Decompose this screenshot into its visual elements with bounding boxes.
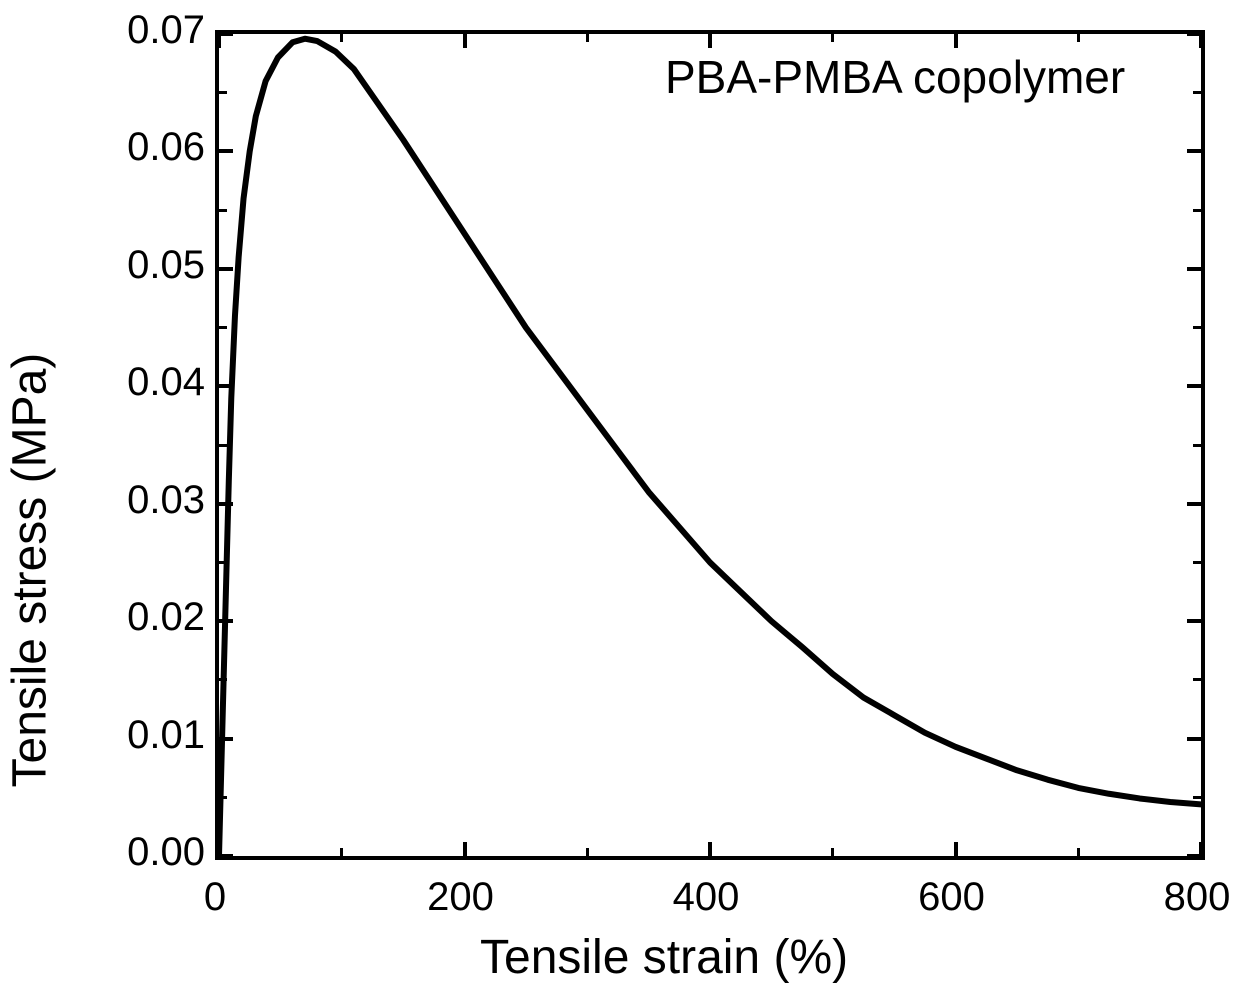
x-tick-label: 200 [427,875,494,920]
tick-mark [219,267,233,271]
tick-mark [708,34,712,48]
tick-mark [219,737,233,741]
tick-mark [1193,326,1201,329]
tick-mark [586,34,589,42]
tick-mark [586,848,589,856]
tick-mark [1193,209,1201,212]
tick-mark [831,848,834,856]
x-tick-label: 0 [204,875,226,920]
tick-mark [1193,796,1201,799]
series-label: PBA-PMBA copolymer [665,50,1125,104]
tick-mark [1187,267,1201,271]
tick-mark [1187,502,1201,506]
tick-mark [1193,91,1201,94]
x-tick-label: 800 [1164,875,1231,920]
tick-mark [1187,149,1201,153]
tick-mark [219,444,227,447]
tick-mark [1187,619,1201,623]
tick-mark [831,34,834,42]
y-tick-label: 0.05 [65,243,205,288]
tick-mark [340,34,343,42]
tick-mark [219,502,233,506]
tick-mark [1199,34,1203,48]
tick-mark [219,384,233,388]
tick-mark [954,34,958,48]
tick-mark [1199,842,1203,856]
tick-mark [708,842,712,856]
tick-mark [219,678,227,681]
tick-mark [219,326,227,329]
tick-mark [463,842,467,856]
tick-mark [217,842,221,856]
tick-mark [463,34,467,48]
tick-mark [1187,737,1201,741]
stress-strain-chart: Tensile stress (MPa) Tensile strain (%) … [0,0,1240,993]
x-tick-label: 600 [918,875,985,920]
y-tick-label: 0.01 [65,713,205,758]
plot-area [215,30,1205,860]
tick-mark [1187,384,1201,388]
tick-mark [1077,34,1080,42]
tick-mark [1193,678,1201,681]
tick-mark [219,149,233,153]
x-axis-label: Tensile strain (%) [480,930,848,985]
tick-mark [340,848,343,856]
tick-mark [219,209,227,212]
tick-mark [219,854,233,858]
y-axis-label: Tensile stress (MPa) [3,353,58,788]
tick-mark [219,91,227,94]
tick-mark [1193,444,1201,447]
y-tick-label: 0.07 [65,8,205,53]
data-curve [219,34,1201,856]
tick-mark [954,842,958,856]
y-tick-label: 0.04 [65,360,205,405]
tick-mark [1077,848,1080,856]
y-tick-label: 0.00 [65,830,205,875]
y-tick-label: 0.06 [65,125,205,170]
tick-mark [219,796,227,799]
tick-mark [219,561,227,564]
y-tick-label: 0.02 [65,595,205,640]
tick-mark [217,34,221,48]
x-tick-label: 400 [673,875,740,920]
y-tick-label: 0.03 [65,478,205,523]
tick-mark [219,619,233,623]
tick-mark [219,32,233,36]
tick-mark [1193,561,1201,564]
